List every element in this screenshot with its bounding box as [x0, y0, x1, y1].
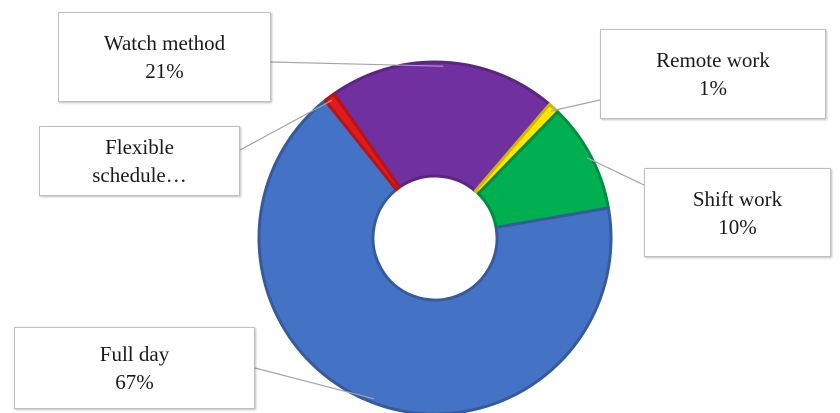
slices-group [259, 62, 611, 413]
callout-remote-work: Remote work 1% [600, 29, 826, 119]
slice-value-watch-method: 21% [145, 57, 184, 85]
slice-value-full-day: 67% [115, 368, 154, 396]
slice-value-remote-work: 1% [699, 74, 727, 102]
callout-flexible-schedule: Flexible schedule… [39, 126, 240, 196]
callout-watch-method: Watch method 21% [58, 12, 271, 102]
leader-line-remote-work [551, 100, 600, 111]
slice-label-flexible-schedule-cont: schedule… [92, 161, 186, 189]
slice-label-shift-work: Shift work [693, 185, 782, 213]
slice-value-shift-work: 10% [718, 213, 757, 241]
callout-shift-work: Shift work 10% [644, 168, 831, 257]
callout-full-day: Full day 67% [14, 327, 255, 409]
slice-label-flexible-schedule: Flexible [105, 133, 174, 161]
slice-label-watch-method: Watch method [104, 29, 225, 57]
slice-label-remote-work: Remote work [656, 46, 770, 74]
slice-label-full-day: Full day [100, 340, 169, 368]
